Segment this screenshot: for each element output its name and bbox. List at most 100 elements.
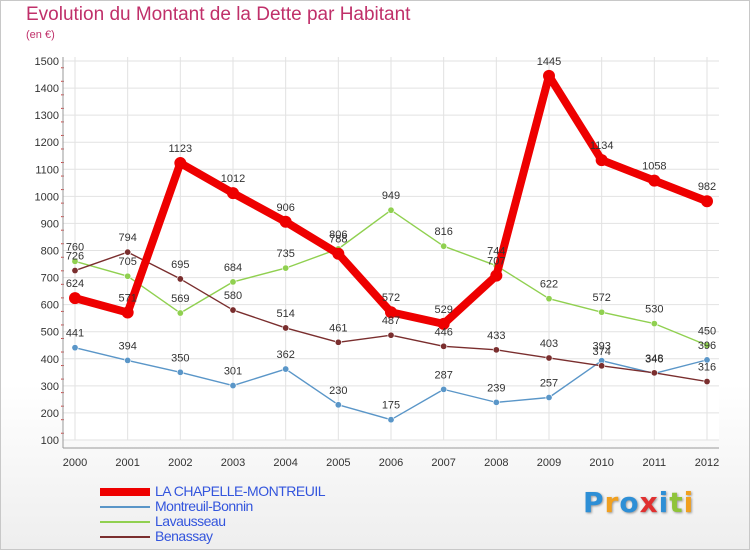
data-label: 816 — [434, 226, 452, 238]
data-point — [121, 306, 134, 319]
data-point — [545, 295, 553, 303]
x-tick-label: 2011 — [643, 457, 667, 469]
data-label: 788 — [329, 234, 347, 246]
data-point — [650, 369, 658, 377]
data-label: 906 — [276, 202, 294, 214]
data-point — [279, 215, 292, 228]
data-label: 350 — [171, 352, 189, 364]
y-tick-label: 1200 — [35, 137, 59, 149]
data-label: 744 — [487, 246, 505, 258]
data-point — [387, 331, 395, 339]
data-label: 735 — [276, 248, 294, 260]
legend-swatch — [100, 506, 150, 508]
data-label: 705 — [118, 256, 136, 268]
x-tick-label: 2000 — [63, 457, 87, 469]
data-point — [648, 174, 661, 187]
data-label: 301 — [224, 366, 242, 378]
legend-label: Montreuil-Bonnin — [155, 498, 253, 514]
data-label: 316 — [698, 362, 716, 374]
data-label: 374 — [592, 346, 610, 358]
data-label: 622 — [540, 279, 558, 291]
legend-label: LA CHAPELLE-MONTREUIL — [155, 483, 326, 499]
data-point — [176, 275, 184, 283]
data-label: 760 — [66, 241, 84, 253]
y-tick-label: 200 — [41, 408, 59, 420]
legend-swatch — [100, 521, 150, 523]
data-point — [176, 309, 184, 317]
x-tick-label: 2008 — [484, 457, 508, 469]
y-tick-label: 900 — [41, 218, 59, 230]
data-label: 487 — [382, 315, 400, 327]
chart-unit: (en €) — [26, 29, 55, 41]
data-point — [387, 206, 395, 214]
data-label: 707 — [487, 256, 505, 268]
data-label: 514 — [276, 308, 294, 320]
data-label: 982 — [698, 181, 716, 193]
data-label: 572 — [592, 292, 610, 304]
data-point — [124, 248, 132, 256]
data-label: 572 — [382, 292, 400, 304]
data-label: 393 — [592, 341, 610, 353]
data-point — [385, 306, 397, 319]
y-tick-label: 500 — [41, 327, 59, 339]
legend-swatch — [100, 536, 150, 538]
chart-title: Evolution du Montant de la Dette par Hab… — [26, 4, 411, 25]
logo-letter: t — [669, 486, 684, 519]
data-point — [598, 308, 606, 316]
data-point — [69, 292, 81, 305]
logo-letter: r — [604, 486, 620, 519]
legend-label: Benassay — [155, 528, 213, 544]
legend-item: Lavausseau — [100, 514, 420, 529]
data-label: 257 — [540, 377, 558, 389]
data-label: 571 — [118, 292, 136, 304]
legend-item: LA CHAPELLE-MONTREUIL — [100, 484, 420, 499]
data-label: 396 — [698, 340, 716, 352]
data-label: 1012 — [221, 173, 245, 185]
data-label: 403 — [540, 338, 558, 350]
logo-letter: i — [683, 486, 695, 519]
data-label: 530 — [645, 304, 663, 316]
y-tick-label: 400 — [41, 354, 59, 366]
data-point — [227, 187, 239, 200]
logo-letter: x — [639, 486, 659, 519]
data-point — [174, 157, 187, 170]
legend-item: Benassay — [100, 529, 420, 544]
data-point — [332, 247, 345, 260]
data-point — [492, 346, 500, 354]
x-tick-label: 2006 — [379, 457, 403, 469]
data-label: 446 — [434, 326, 452, 338]
data-point — [703, 378, 711, 386]
data-label: 806 — [329, 229, 347, 241]
chart-legend: LA CHAPELLE-MONTREUIL Montreuil-Bonnin Lav… — [100, 484, 420, 544]
data-label: 441 — [66, 328, 84, 340]
data-label: 239 — [487, 382, 505, 394]
data-label: 175 — [382, 400, 400, 412]
data-point — [387, 416, 395, 424]
x-tick-label: 2001 — [115, 457, 139, 469]
data-label: 949 — [382, 190, 400, 202]
data-label: 529 — [434, 304, 452, 316]
data-label: 624 — [66, 278, 84, 290]
data-point — [124, 272, 132, 280]
x-tick-label: 2010 — [589, 457, 613, 469]
x-tick-label: 2004 — [273, 457, 297, 469]
data-point — [71, 344, 79, 352]
x-tick-label: 2007 — [431, 457, 455, 469]
data-point — [703, 356, 711, 364]
data-label: 230 — [329, 385, 347, 397]
data-point — [492, 398, 500, 406]
data-point — [440, 385, 448, 393]
data-point — [440, 342, 448, 350]
data-label: 348 — [645, 353, 663, 365]
x-tick-label: 2002 — [168, 457, 192, 469]
data-label: 433 — [487, 330, 505, 342]
data-point — [545, 393, 553, 401]
data-point — [282, 365, 290, 373]
data-label: 450 — [698, 325, 716, 337]
y-tick-label: 700 — [41, 273, 59, 285]
x-tick-label: 2003 — [221, 457, 245, 469]
data-label: 362 — [276, 349, 294, 361]
logo-letter: P — [583, 486, 605, 519]
data-label: 580 — [224, 290, 242, 302]
data-label: 1058 — [642, 161, 666, 173]
